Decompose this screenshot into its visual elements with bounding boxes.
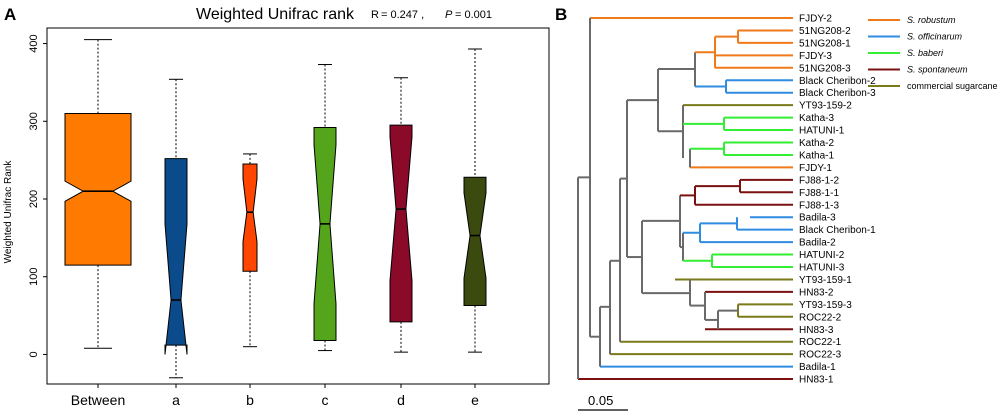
leaf-label: HATUNI-1 [799,126,845,137]
y-axis-label: Weighted Unifrac Rank [3,160,14,264]
x-tick-label: e [471,392,479,408]
leaf-label: HN83-1 [799,375,834,386]
panel-b-letter: B [555,5,567,24]
scale-bar-label: 0.05 [588,393,613,408]
leaf-label: 51NG208-1 [799,38,851,49]
box-a [164,78,188,379]
leaf-label: Black Cheribon-2 [799,76,876,87]
box-body [389,124,413,323]
leaf-label: Black Cheribon-3 [799,88,876,99]
box-b [242,153,258,348]
y-tick-label: 0 [28,351,40,357]
leaf-label: FJDY-1 [799,163,832,174]
y-tick-label: 100 [28,268,40,286]
panel-a-letter: A [4,5,16,24]
leaf-label: Badila-3 [799,213,836,224]
y-axis: 0 100 200 300 400 [28,34,47,358]
legend-label: S. spontaneum [907,65,968,75]
x-tick-label: b [246,392,254,408]
stat-p-value: = 0.001 [455,9,492,21]
leaf-label: Katha-1 [799,150,834,161]
leaf-label: Badila-2 [799,238,836,249]
leaf-label: YT93-159-2 [799,101,852,112]
x-tick-label: a [172,392,180,408]
box-e [463,48,487,353]
leaf-label: FJDY-2 [799,14,832,25]
box-body [242,163,258,272]
leaf-label: FJDY-3 [799,51,832,62]
leaf-label: FJ88-1-3 [799,200,839,211]
leaf-label: HN83-3 [799,325,834,336]
legend: S. robustum S. officinarum S. baberi S. spo… [868,15,998,91]
x-tick-label: d [397,392,405,408]
stat-r-value: = 0.247 , [381,9,424,21]
y-tick-label: 200 [28,190,40,208]
plot-frame [46,27,550,385]
legend-label: commercial sugarcane [907,81,998,91]
dendrogram [577,17,793,381]
leaf-label: HN83-2 [799,287,834,298]
stat-annotation: R = 0.247 , P = 0.001 [371,9,492,21]
y-tick-label: 400 [28,34,40,52]
leaf-label: FJ88-1-1 [799,188,839,199]
leaf-label: HATUNI-2 [799,250,845,261]
leaf-label: FJ88-1-2 [799,175,839,186]
leaf-label: ROC22-1 [799,337,842,348]
leaf-label: Katha-3 [799,113,834,124]
leaf-label: ROC22-3 [799,350,842,361]
legend-label: S. robustum [907,15,956,25]
leaf-label: HATUNI-3 [799,263,845,274]
x-tick-label: c [322,392,329,408]
leaf-label: Badila-1 [799,362,836,373]
box-body [313,126,337,341]
chart-title: Weighted Unifrac rank [196,6,355,23]
x-axis: Between a b c d e [71,384,479,408]
leaf-label: YT93-159-1 [799,275,852,286]
leaf-label: 51NG208-2 [799,26,851,37]
leaf-label: Black Cheribon-1 [799,225,876,236]
leaf-label: 51NG208-3 [799,63,851,74]
scale-bar: 0.05 [578,393,628,411]
box-body [64,113,132,266]
leaf-label: ROC22-2 [799,312,842,323]
box-between [64,39,132,349]
leaf-label: YT93-159-3 [799,300,852,311]
box-c [313,64,337,352]
box-body [164,158,188,355]
leaf-label: Katha-2 [799,138,834,149]
boxplot-series [64,39,487,379]
stat-r-label: R [371,9,379,21]
box-d [389,77,413,353]
stat-p-label: P [445,9,453,21]
x-tick-label: Between [71,392,125,408]
y-tick-label: 300 [28,112,40,130]
legend-label: S. officinarum [907,32,963,42]
box-body [463,176,487,306]
legend-label: S. baberi [907,48,944,58]
